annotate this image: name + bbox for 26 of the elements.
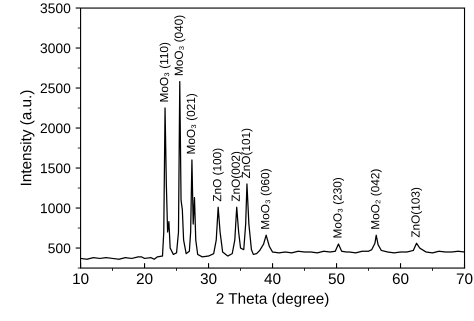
annotation: MoO₃ (040) bbox=[174, 16, 186, 76]
annotation: ZnO(101) bbox=[241, 128, 252, 178]
annotation: MoO₃ (021) bbox=[186, 94, 198, 154]
y-tick-label: 2500 bbox=[40, 83, 70, 94]
x-tick-label: 10 bbox=[73, 273, 88, 284]
x-tick-label: 20 bbox=[136, 273, 152, 284]
x-axis-title: 2 Theta (degree) bbox=[216, 292, 328, 307]
x-tick-label: 60 bbox=[392, 273, 408, 284]
annotation: MoO₃ (060) bbox=[260, 169, 272, 229]
x-tick-label: 30 bbox=[200, 273, 216, 284]
annotation: MoO₃ (110) bbox=[160, 42, 171, 102]
x-tick-label: 50 bbox=[328, 273, 344, 284]
y-tick-label: 1000 bbox=[41, 203, 70, 214]
y-tick-label: 500 bbox=[48, 243, 70, 254]
annotation: ZnO(103) bbox=[411, 188, 422, 238]
annotation: ZnO (100) bbox=[212, 148, 224, 202]
annotation: MoO₂ (042) bbox=[370, 169, 382, 229]
annotation: MoO₃ (230) bbox=[332, 178, 344, 238]
y-tick-label: 1500 bbox=[41, 163, 70, 174]
y-tick-label: 2000 bbox=[40, 123, 70, 134]
annotation: ZnO(002) bbox=[231, 152, 242, 202]
x-tick-label: 70 bbox=[456, 273, 472, 284]
y-tick-label: 3000 bbox=[40, 43, 70, 54]
y-tick-label: 3500 bbox=[40, 3, 70, 14]
y-axis-title: Intensity (a.u.) bbox=[20, 90, 34, 186]
x-tick-label: 40 bbox=[264, 273, 280, 284]
